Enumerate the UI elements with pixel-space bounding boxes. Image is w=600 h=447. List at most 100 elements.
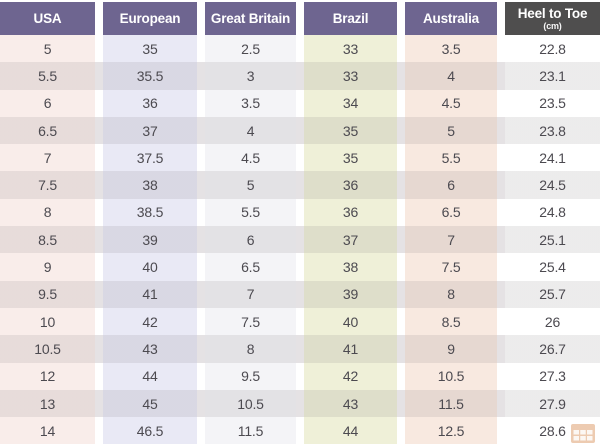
table-cell: 13 xyxy=(0,389,95,418)
table-cell: 11.5 xyxy=(397,389,497,418)
table-cell: 6.5 xyxy=(197,253,296,281)
table-cell: 45 xyxy=(95,389,197,418)
table-cell: 7.5 xyxy=(397,253,497,281)
table-cell: 9.5 xyxy=(0,280,95,308)
column-header-label: Great Britain xyxy=(210,11,291,26)
table-cell: 6 xyxy=(197,226,296,254)
table-cell: 5 xyxy=(197,171,296,199)
table-row: 10.5 43 8 41 9 26.7 xyxy=(0,335,600,363)
table-cell: 8.5 xyxy=(0,226,95,254)
table-cell: 35 xyxy=(296,116,397,145)
table-cell: 9 xyxy=(397,335,497,363)
table-cell: 3.5 xyxy=(397,35,497,63)
table-cell: 42 xyxy=(296,362,397,390)
table-cell: 12 xyxy=(0,362,95,390)
table-row: 9.5 41 7 39 8 25.7 xyxy=(0,280,600,308)
table-cell: 24.5 xyxy=(497,171,600,199)
table-cell: 7.5 xyxy=(197,307,296,336)
table-row: 9 40 6.5 38 7.5 25.4 xyxy=(0,253,600,281)
table-cell: 7 xyxy=(397,226,497,254)
table-cell: 44 xyxy=(296,417,397,445)
table-cell: 8 xyxy=(0,198,95,227)
table-cell: 38 xyxy=(95,171,197,199)
grid-logo-icon xyxy=(571,424,595,443)
table-cell: 3.5 xyxy=(197,89,296,117)
column-header-label: USA xyxy=(33,11,62,26)
table-cell: 38 xyxy=(296,253,397,281)
table-cell: 7 xyxy=(0,144,95,172)
table-cell: 27.3 xyxy=(497,362,600,390)
header-row: USA European Great Britain Brazil Australia H… xyxy=(0,2,600,35)
table-cell: 35 xyxy=(296,144,397,172)
table-cell: 6.5 xyxy=(397,198,497,227)
column-header-usa: USA xyxy=(0,2,95,35)
table-cell: 10.5 xyxy=(0,335,95,363)
table-cell: 46.5 xyxy=(95,417,197,445)
column-header-label: Australia xyxy=(423,11,479,26)
column-header-heel-to-toe: Heel to Toe (cm) xyxy=(497,2,600,35)
table-row: 7 37.5 4.5 35 5.5 24.1 xyxy=(0,144,600,172)
table-cell: 41 xyxy=(95,280,197,308)
table-body: 5 35 2.5 33 3.5 22.8 5.5 35.5 3 33 4 23.1 6 36 3.5 34 4.… xyxy=(0,35,600,445)
table-cell: 5.5 xyxy=(397,144,497,172)
table-cell: 23.8 xyxy=(497,116,600,145)
table-cell: 10.5 xyxy=(197,389,296,418)
table-cell: 7.5 xyxy=(0,171,95,199)
table-cell: 12.5 xyxy=(397,417,497,445)
table-cell: 26.7 xyxy=(497,335,600,363)
table-row: 10 42 7.5 40 8.5 26 xyxy=(0,307,600,336)
table-cell: 24.1 xyxy=(497,144,600,172)
table-cell: 39 xyxy=(296,280,397,308)
table-cell: 9 xyxy=(0,253,95,281)
column-header-label: Heel to Toe xyxy=(517,6,588,21)
table-row: 14 46.5 11.5 44 12.5 28.6 xyxy=(0,417,600,445)
table-cell: 6.5 xyxy=(0,116,95,145)
table-row: 12 44 9.5 42 10.5 27.3 xyxy=(0,362,600,390)
table-cell: 4.5 xyxy=(397,89,497,117)
table-cell: 33 xyxy=(296,35,397,63)
table-cell: 24.8 xyxy=(497,198,600,227)
table-cell: 35.5 xyxy=(95,62,197,90)
table-row: 5.5 35.5 3 33 4 23.1 xyxy=(0,62,600,90)
table-cell: 6 xyxy=(397,171,497,199)
table-cell: 4.5 xyxy=(197,144,296,172)
table-cell: 25.4 xyxy=(497,253,600,281)
table-cell: 42 xyxy=(95,307,197,336)
table-cell: 40 xyxy=(296,307,397,336)
column-header-sublabel: (cm) xyxy=(543,21,562,31)
column-header-label: Brazil xyxy=(332,11,369,26)
column-header-great-britain: Great Britain xyxy=(197,2,296,35)
table-cell: 37 xyxy=(296,226,397,254)
table-cell: 27.9 xyxy=(497,389,600,418)
table-cell: 25.1 xyxy=(497,226,600,254)
table-cell: 5 xyxy=(0,35,95,63)
column-header-label: European xyxy=(119,11,181,26)
table-cell: 5.5 xyxy=(0,62,95,90)
table-cell: 25.7 xyxy=(497,280,600,308)
table-cell: 23.5 xyxy=(497,89,600,117)
table-cell: 11.5 xyxy=(197,417,296,445)
table-cell: 26 xyxy=(497,307,600,336)
table-cell: 22.8 xyxy=(497,35,600,63)
table-cell: 40 xyxy=(95,253,197,281)
table-row: 8.5 39 6 37 7 25.1 xyxy=(0,226,600,254)
table-cell: 37 xyxy=(95,116,197,145)
table-cell: 4 xyxy=(197,116,296,145)
table-cell: 9.5 xyxy=(197,362,296,390)
table-cell: 36 xyxy=(296,198,397,227)
table-cell: 3 xyxy=(197,62,296,90)
table-cell: 5 xyxy=(397,116,497,145)
table-row: 7.5 38 5 36 6 24.5 xyxy=(0,171,600,199)
table-cell: 38.5 xyxy=(95,198,197,227)
table-cell: 33 xyxy=(296,62,397,90)
table-cell: 43 xyxy=(95,335,197,363)
table-cell: 5.5 xyxy=(197,198,296,227)
table-row: 5 35 2.5 33 3.5 22.8 xyxy=(0,35,600,63)
table-cell: 7 xyxy=(197,280,296,308)
table-cell: 36 xyxy=(95,89,197,117)
table-row: 8 38.5 5.5 36 6.5 24.8 xyxy=(0,198,600,227)
table-cell: 14 xyxy=(0,417,95,445)
column-header-australia: Australia xyxy=(397,2,497,35)
table-cell: 8 xyxy=(197,335,296,363)
column-header-european: European xyxy=(95,2,197,35)
